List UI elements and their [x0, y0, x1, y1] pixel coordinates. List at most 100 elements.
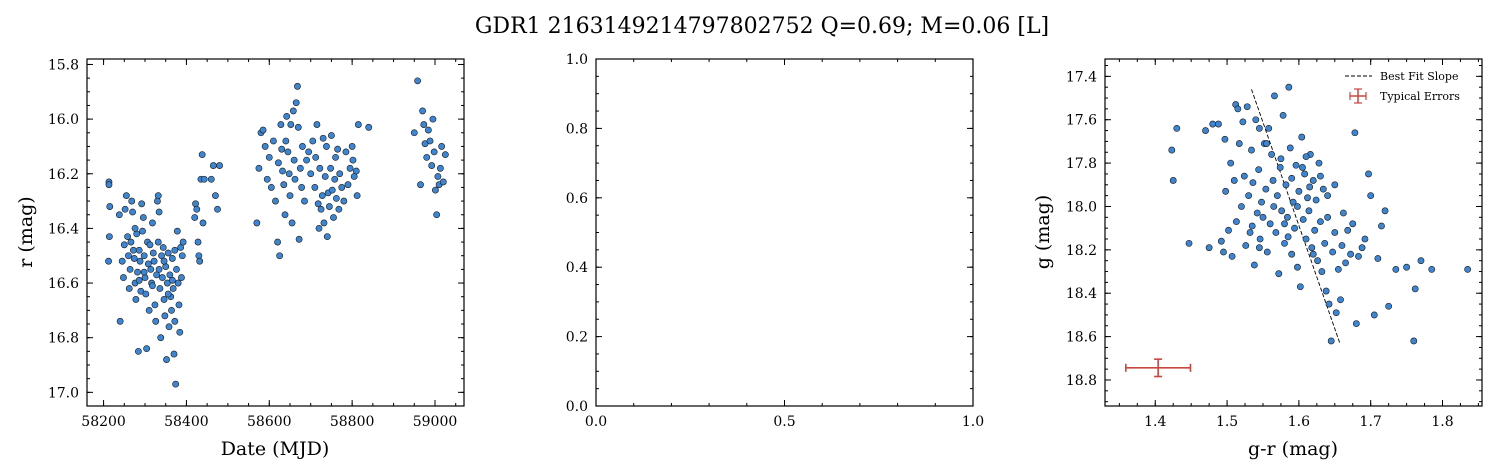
data-point — [1276, 164, 1284, 171]
data-point — [278, 145, 286, 153]
data-point — [292, 99, 300, 107]
cmd-ylabel: g (mag) — [1032, 195, 1054, 270]
data-point — [171, 317, 179, 325]
data-point — [125, 252, 132, 260]
data-point — [1332, 309, 1340, 317]
data-point — [1253, 209, 1261, 217]
data-point — [1410, 337, 1418, 345]
data-point — [128, 197, 136, 205]
data-point — [166, 271, 174, 279]
data-point — [146, 241, 154, 249]
data-point — [319, 134, 327, 142]
data-point — [129, 208, 136, 216]
data-point — [145, 306, 153, 314]
data-point — [1305, 207, 1313, 215]
data-point — [1381, 207, 1389, 215]
data-point — [160, 257, 168, 265]
data-point — [342, 148, 350, 156]
data-point — [332, 153, 339, 161]
data-point — [294, 123, 302, 131]
data-point — [154, 192, 162, 200]
data-point — [1392, 265, 1400, 273]
y-tick-label: 18.6 — [1066, 330, 1097, 346]
data-point — [169, 285, 177, 292]
data-point — [179, 238, 187, 246]
data-point — [417, 181, 424, 189]
data-point — [354, 121, 362, 128]
data-point — [1299, 164, 1306, 171]
data-point — [1273, 192, 1281, 200]
data-point — [154, 238, 162, 246]
data-point — [127, 238, 135, 246]
data-point — [173, 265, 180, 273]
data-point — [1295, 187, 1303, 195]
data-point — [129, 246, 137, 254]
data-point — [303, 156, 310, 164]
data-point — [192, 200, 199, 208]
data-point — [134, 347, 142, 355]
x-tick-label: 1.6 — [1288, 414, 1310, 430]
data-point — [139, 227, 146, 235]
data-point — [1217, 237, 1225, 245]
data-point — [1342, 259, 1349, 267]
data-point — [438, 143, 446, 150]
data-point — [170, 350, 178, 358]
data-point — [216, 162, 223, 169]
data-point — [168, 306, 175, 314]
data-point — [331, 175, 339, 183]
data-point — [194, 238, 202, 246]
data-point — [328, 186, 336, 194]
data-point — [177, 244, 185, 251]
data-point — [164, 249, 172, 257]
data-point — [209, 162, 217, 169]
data-point — [122, 192, 130, 200]
data-point — [1355, 252, 1362, 260]
data-point — [330, 214, 337, 221]
data-point — [1250, 261, 1258, 269]
data-point — [1417, 257, 1425, 265]
data-point — [1319, 185, 1327, 193]
data-point — [410, 129, 418, 137]
data-point — [320, 219, 328, 227]
data-point — [1255, 244, 1263, 252]
data-point — [1298, 133, 1306, 141]
data-point — [1281, 239, 1288, 247]
data-point — [267, 184, 275, 191]
y-tick-label: 18.4 — [1066, 286, 1097, 302]
y-tick-label: 15.8 — [48, 57, 79, 73]
data-point — [296, 164, 304, 172]
data-point — [1349, 220, 1357, 228]
data-point — [1205, 244, 1213, 252]
data-point — [1255, 166, 1263, 174]
data-point — [1304, 194, 1311, 202]
y-tick-label: 16.0 — [48, 112, 79, 128]
data-point — [309, 137, 317, 145]
data-point — [173, 227, 181, 235]
y-tick-label: 0.2 — [566, 330, 588, 346]
data-point — [1259, 213, 1267, 221]
data-point — [1282, 181, 1290, 189]
data-point — [156, 285, 164, 292]
data-point — [212, 192, 219, 200]
data-point — [1334, 265, 1342, 273]
data-point — [433, 211, 441, 219]
data-point — [1370, 311, 1378, 319]
data-point — [1252, 116, 1260, 124]
data-point — [285, 170, 293, 178]
data-point — [1288, 174, 1296, 182]
data-point — [1275, 270, 1283, 278]
cmd-xlabel: g-r (mag) — [1248, 438, 1338, 460]
data-point — [1317, 172, 1324, 180]
data-point — [1340, 209, 1347, 217]
data-point — [105, 181, 113, 189]
data-point — [175, 301, 183, 309]
data-point — [314, 200, 322, 208]
data-point — [130, 255, 138, 262]
data-point — [279, 167, 286, 175]
data-point — [157, 334, 165, 342]
data-point — [120, 241, 128, 249]
data-point — [168, 255, 176, 262]
data-point — [420, 121, 428, 128]
data-point — [153, 271, 160, 279]
